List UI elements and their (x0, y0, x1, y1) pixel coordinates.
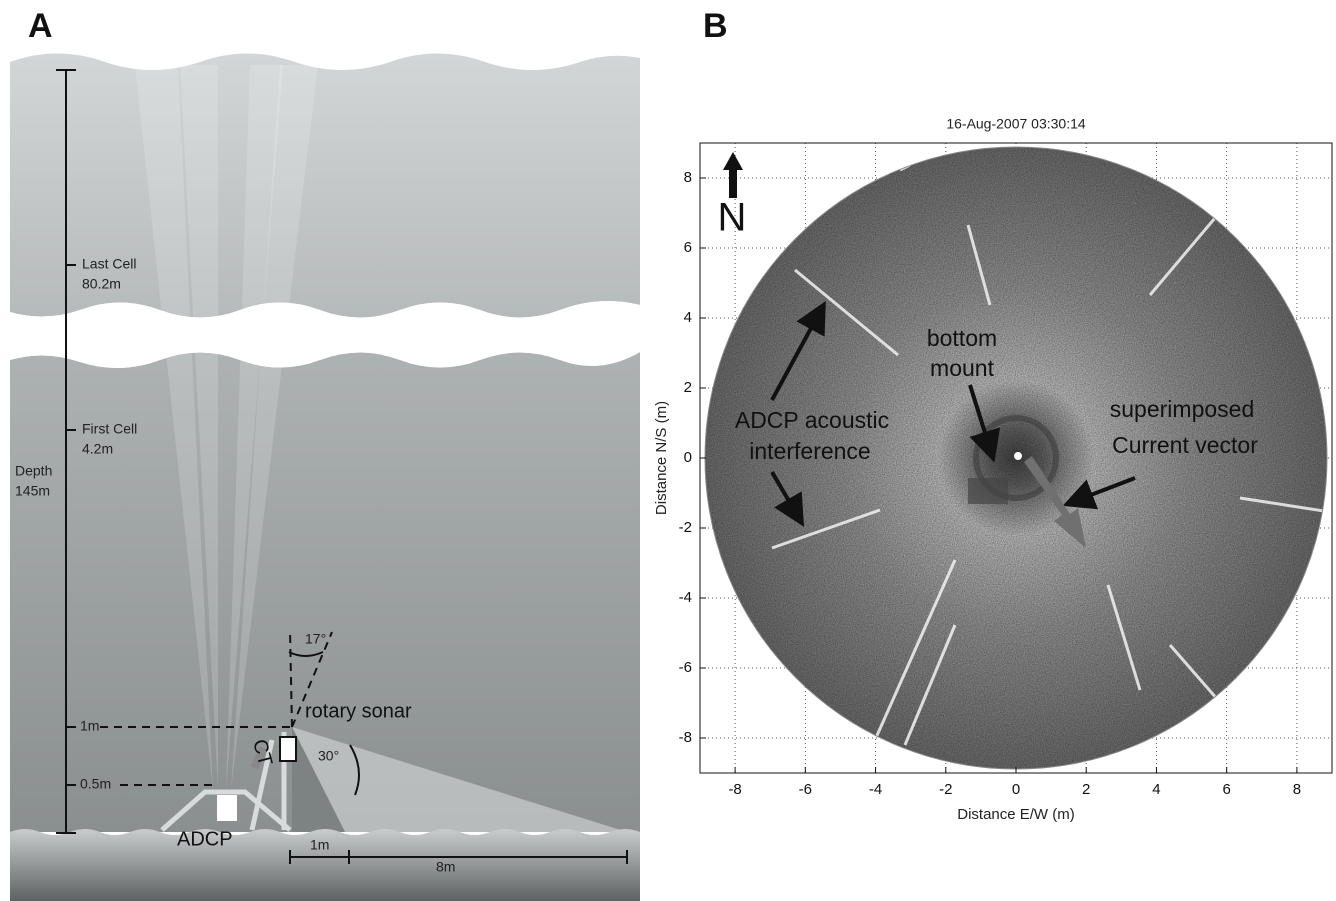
x-tick-label: 2 (1082, 781, 1090, 798)
x-tick-label: 0 (1012, 781, 1020, 798)
y-tick-label: -2 (679, 519, 692, 536)
annotation: mount (930, 355, 995, 381)
adcp-label: ADCP (177, 828, 233, 850)
dist-8m: 8m (436, 859, 455, 875)
height-1m: 1m (80, 718, 99, 734)
annotation: Current vector (1112, 432, 1258, 458)
y-tick-label: 2 (684, 379, 692, 396)
angle-30: 30° (318, 748, 339, 764)
last-cell-depth: 80.2m (82, 276, 121, 292)
x-tick-label: 8 (1293, 781, 1301, 798)
y-tick-label: 8 (684, 169, 692, 186)
annotation: bottom (927, 325, 997, 351)
y-tick-label: 0 (684, 449, 692, 466)
mount-shadow (968, 478, 1008, 504)
x-tick-label: -8 (728, 781, 741, 798)
north-label: N (718, 196, 747, 240)
rotary-sonar-label: rotary sonar (305, 700, 412, 722)
angle-17: 17° (305, 631, 326, 647)
annotation: ADCP acoustic (735, 407, 889, 433)
sonar-head (280, 737, 296, 761)
dist-1m: 1m (310, 837, 329, 853)
x-tick-label: 4 (1152, 781, 1160, 798)
y-tick-label: -4 (679, 589, 692, 606)
panel-b: B 16-Aug-2007 03:30:14 (653, 7, 1332, 823)
depth-value: 145m (15, 483, 50, 499)
depth-label: Depth (15, 463, 52, 479)
panel-label: B (703, 7, 728, 45)
x-tick-label: -4 (869, 781, 882, 798)
plot-title: 16-Aug-2007 03:30:14 (946, 116, 1086, 132)
x-tick-label: -6 (799, 781, 812, 798)
first-cell-label: First Cell (82, 421, 137, 437)
y-tick-label: -8 (679, 729, 692, 746)
last-cell-label: Last Cell (82, 256, 136, 272)
y-tick-label: 4 (684, 309, 692, 326)
panel-a: Last Cell 80.2m First Cell 4.2m Depth 14… (10, 7, 640, 901)
annotation: interference (749, 438, 870, 464)
x-tick-label: 6 (1222, 781, 1230, 798)
x-axis-label: Distance E/W (m) (957, 806, 1075, 823)
adcp-body (217, 795, 237, 821)
height-05m: 0.5m (80, 776, 111, 792)
mount-center (1014, 452, 1022, 460)
first-cell-depth: 4.2m (82, 441, 113, 457)
x-tick-label: -2 (939, 781, 952, 798)
y-axis-label: Distance N/S (m) (653, 401, 670, 515)
y-tick-label: 6 (684, 239, 692, 256)
annotation: superimposed (1110, 396, 1254, 422)
y-tick-label: -6 (679, 659, 692, 676)
panel-label: A (28, 7, 53, 45)
figure: Last Cell 80.2m First Cell 4.2m Depth 14… (0, 0, 1336, 901)
